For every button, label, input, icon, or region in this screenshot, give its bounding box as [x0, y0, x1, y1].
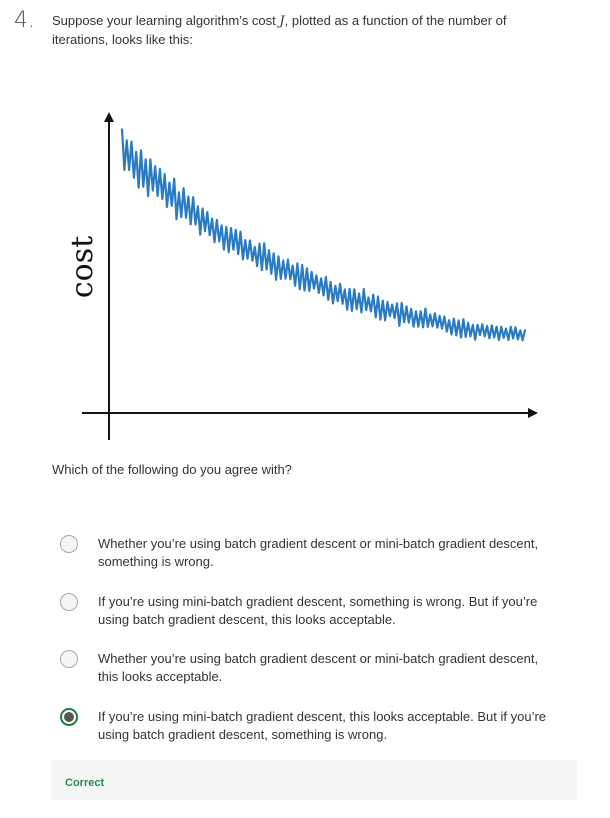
feedback-status: Correct — [65, 777, 105, 789]
option-1[interactable]: Whether you’re using batch gradient desc… — [60, 535, 560, 571]
option-4[interactable]: If you’re using mini-batch gradient desc… — [60, 708, 560, 744]
radio-button-option-1[interactable] — [60, 535, 78, 553]
question-prompt: Which of the following do you agree with… — [52, 462, 292, 477]
option-4-label[interactable]: If you’re using mini-batch gradient desc… — [98, 709, 547, 742]
option-2[interactable]: If you’re using mini-batch gradient desc… — [60, 593, 560, 629]
option-1-label[interactable]: Whether you’re using batch gradient desc… — [98, 536, 539, 569]
question-text-after: , plotted as a function of the number of… — [52, 13, 507, 47]
option-2-label[interactable]: If you’re using mini-batch gradient desc… — [98, 594, 538, 627]
math-symbol-j: J — [279, 14, 285, 29]
cost-series-line — [120, 128, 527, 342]
radio-button-option-3[interactable] — [60, 650, 78, 668]
feedback-box: Correct — [51, 760, 577, 800]
option-3[interactable]: Whether you’re using batch gradient desc… — [60, 650, 560, 686]
radio-button-option-4-selected[interactable] — [60, 708, 78, 726]
radio-button-option-2[interactable] — [60, 593, 78, 611]
question-text: Suppose your learning algorithm’s cost J… — [52, 12, 552, 49]
cost-chart-svg: cost — [65, 112, 538, 440]
question-text-before: Suppose your learning algorithm’s cost — [52, 13, 280, 28]
cost-chart: cost — [50, 95, 550, 445]
option-3-label[interactable]: Whether you’re using batch gradient desc… — [98, 651, 539, 684]
y-axis-label: cost — [65, 236, 100, 298]
question-number: 4. — [14, 8, 35, 33]
